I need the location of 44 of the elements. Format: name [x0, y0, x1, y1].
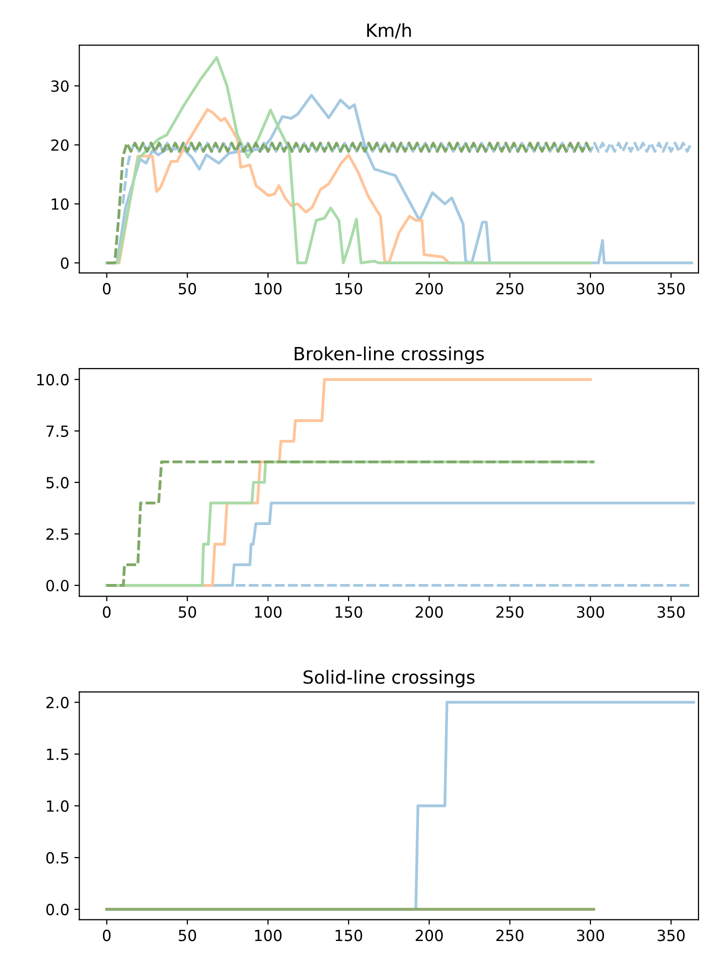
x-tick-label: 350	[658, 606, 685, 618]
x-tick-label: 100	[255, 606, 282, 618]
y-tick-label: 20	[51, 139, 69, 151]
line-series	[105, 142, 592, 264]
x-tick-label: 250	[496, 282, 524, 294]
chart-title: Km/h	[367, 23, 411, 39]
y-tick-label: 0	[60, 257, 69, 269]
x-tick-label: 0	[102, 282, 111, 294]
y-tick-label: 2.5	[46, 528, 68, 540]
chart-title: Broken-line crossings	[294, 346, 484, 364]
x-tick-label: 350	[658, 930, 685, 942]
x-tick-label: 300	[577, 606, 604, 618]
y-tick-label: 0.0	[46, 904, 69, 916]
x-tick-label: 0	[102, 606, 111, 618]
x-tick-label: 100	[255, 282, 282, 294]
chart-title: Solid-line crossings	[304, 670, 475, 688]
y-tick-label: 5.0	[46, 476, 69, 488]
y-tick-label: 10.0	[37, 374, 69, 386]
x-tick-label: 50	[178, 282, 196, 294]
line-series	[105, 460, 596, 587]
y-tick-label: 7.5	[46, 426, 68, 437]
x-tick-label: 250	[496, 930, 524, 942]
x-tick-label: 50	[178, 930, 196, 942]
x-tick-label: 300	[577, 282, 604, 294]
y-tick-label: 30	[51, 80, 69, 92]
x-tick-label: 100	[255, 930, 282, 942]
y-tick-label: 2.0	[46, 696, 69, 708]
y-tick-label: 1.5	[46, 748, 68, 760]
x-tick-label: 0	[102, 930, 111, 942]
x-tick-label: 200	[416, 606, 443, 618]
y-tick-label: 10	[52, 198, 69, 210]
x-tick-label: 50	[178, 606, 196, 618]
x-tick-label: 250	[496, 606, 524, 618]
x-tick-label: 300	[577, 930, 604, 942]
line-series	[105, 56, 592, 264]
x-tick-label: 150	[336, 930, 362, 942]
x-tick-label: 350	[658, 282, 685, 294]
y-tick-label: 0.5	[46, 852, 68, 864]
x-tick-label: 200	[416, 282, 443, 294]
y-tick-label: 1.0	[46, 800, 69, 812]
x-tick-label: 150	[336, 282, 362, 294]
y-tick-label: 0.0	[46, 580, 69, 592]
x-tick-label: 150	[336, 606, 362, 618]
x-tick-label: 200	[416, 930, 443, 942]
